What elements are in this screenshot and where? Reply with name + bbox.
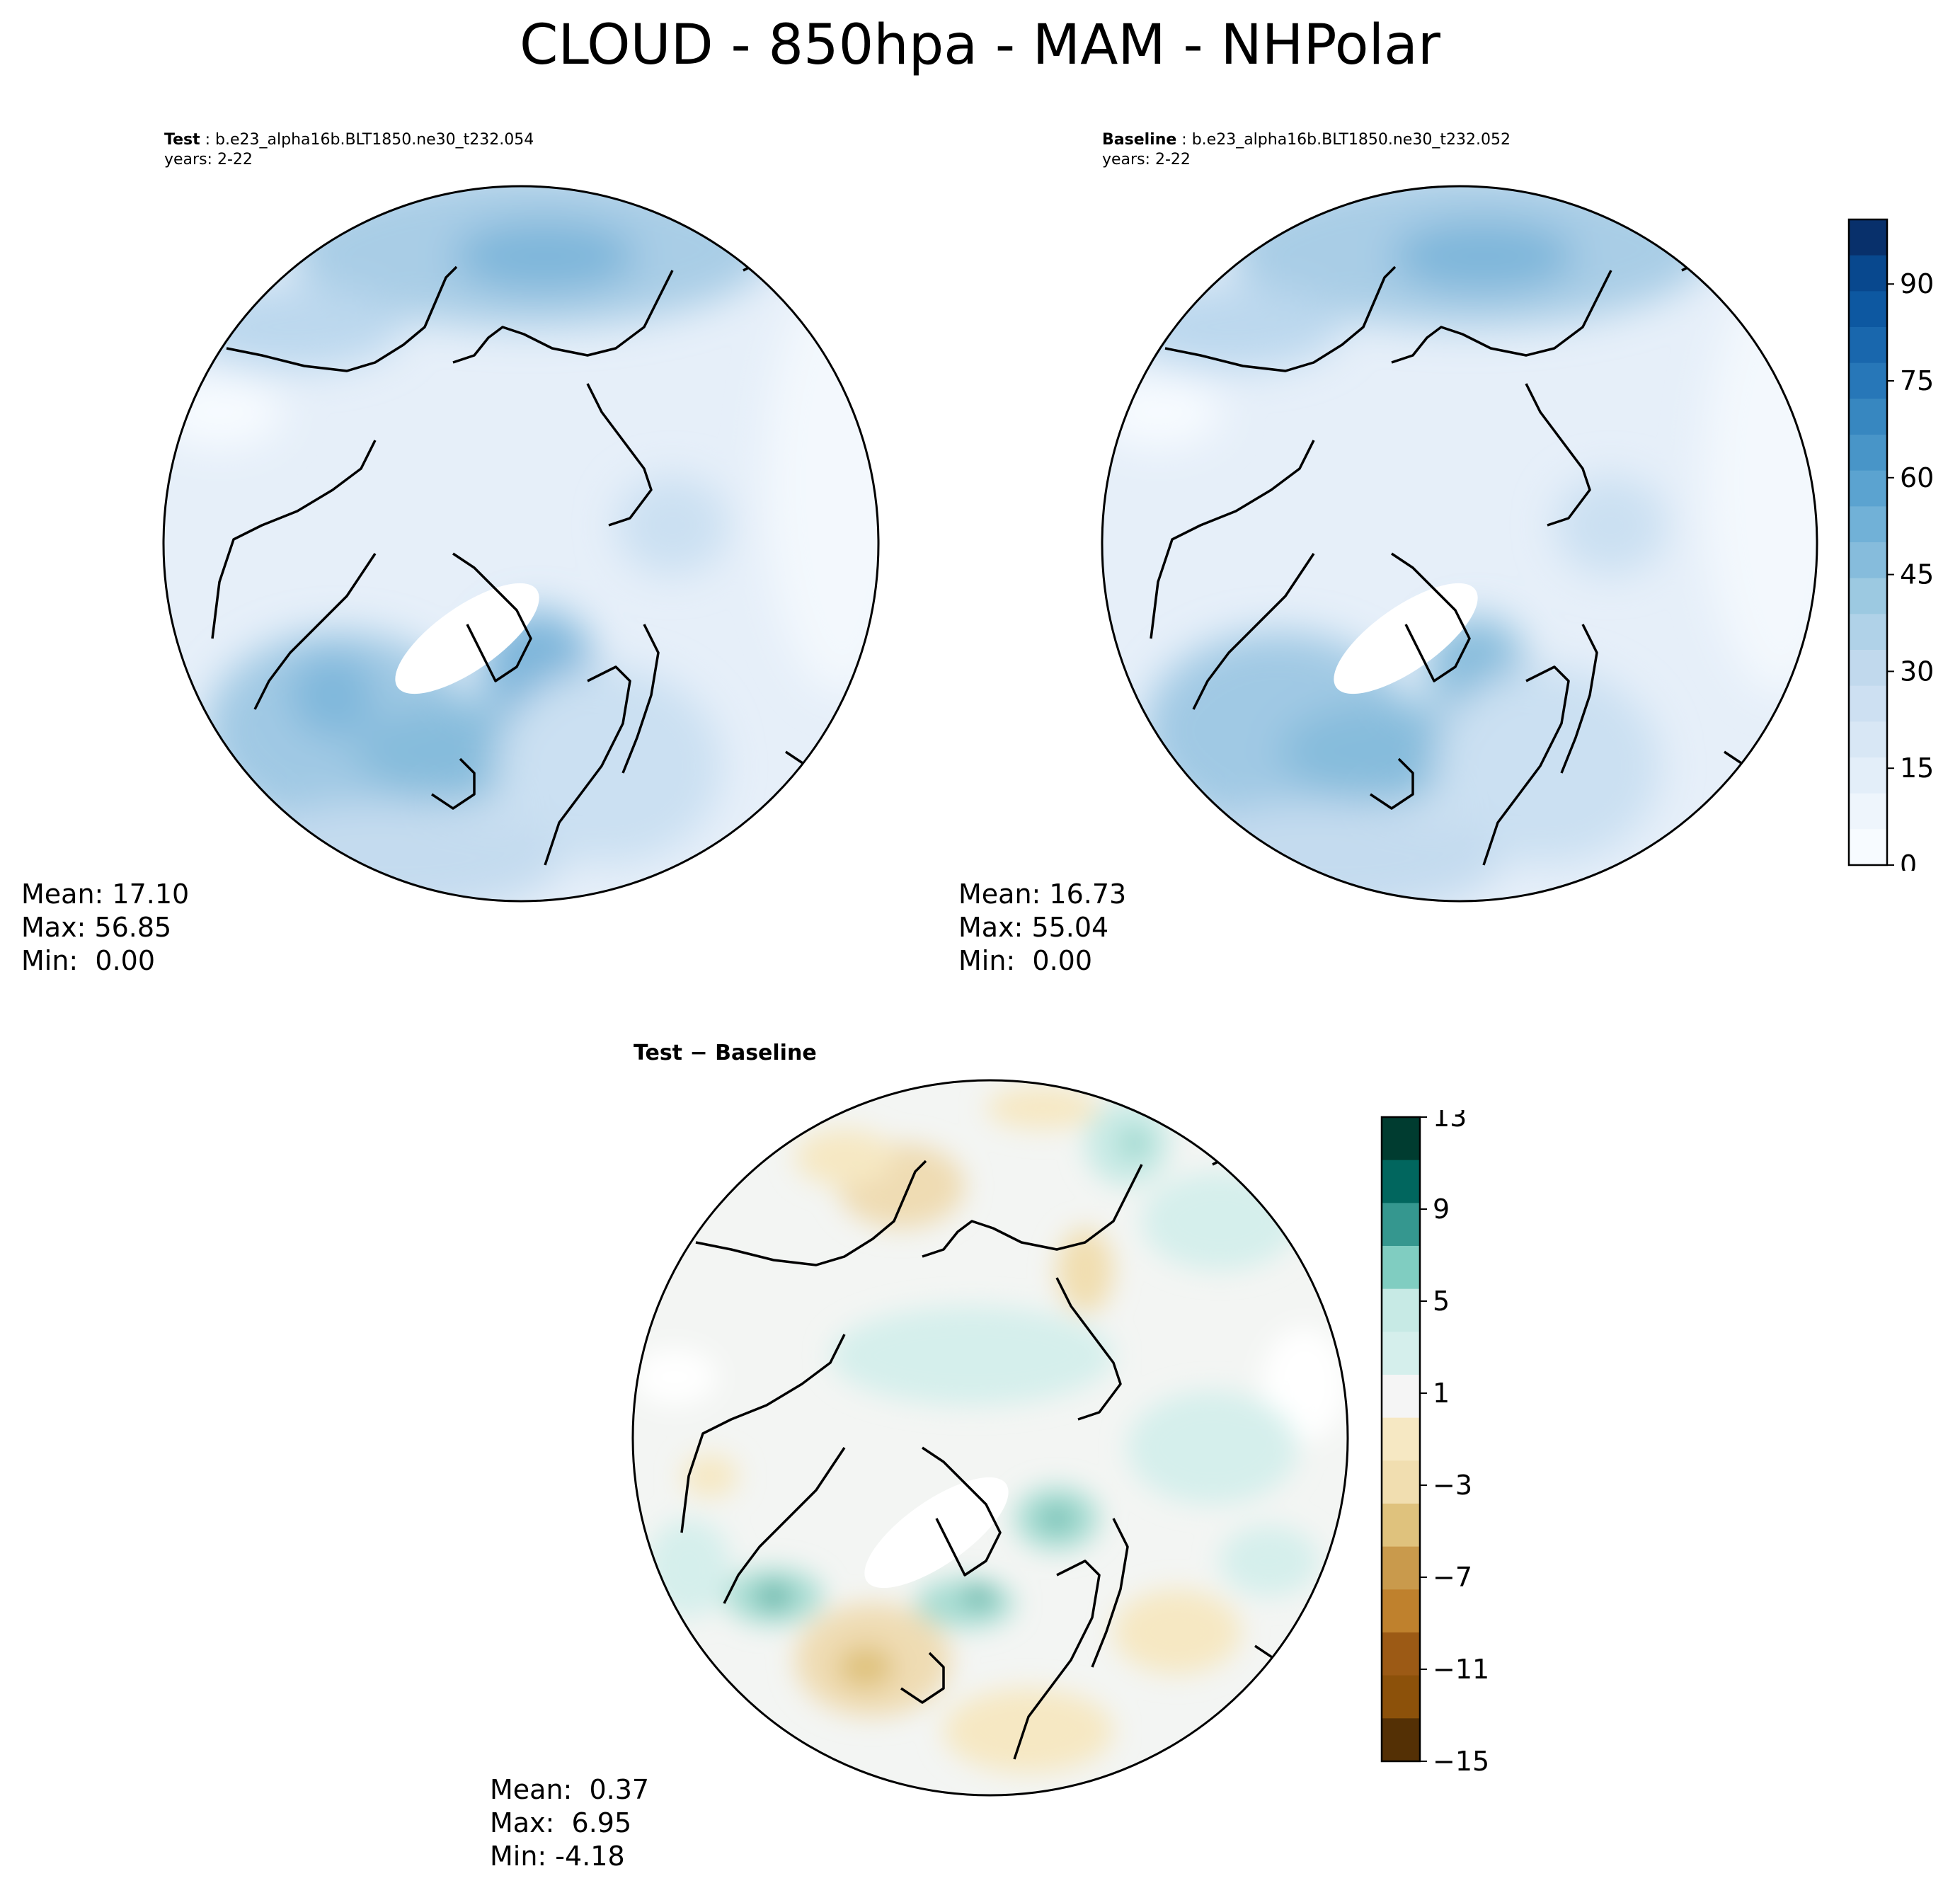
- test-map: [162, 185, 880, 903]
- diff-colorbar-segment: [1382, 1675, 1420, 1719]
- diff-colorbar-segment: [1382, 1246, 1420, 1290]
- diff-colorbar-segment: [1382, 1117, 1420, 1161]
- diff-colorbar-tick-label: −15: [1433, 1746, 1489, 1775]
- diff-colorbar-tick-label: 5: [1433, 1286, 1450, 1317]
- main-colorbar-segment: [1849, 399, 1887, 435]
- diff-colorbar-segment: [1382, 1546, 1420, 1590]
- baseline-map: [1101, 185, 1818, 903]
- diff-colorbar-segment: [1382, 1375, 1420, 1419]
- diff-map: [631, 1079, 1349, 1797]
- diff-colorbar-tick-label: −7: [1433, 1562, 1472, 1593]
- main-colorbar-tick-label: 15: [1900, 753, 1934, 784]
- diff-colorbar-segment: [1382, 1504, 1420, 1547]
- diff-mean: Mean: 0.37: [490, 1774, 650, 1805]
- diff-colorbar-segment: [1382, 1160, 1420, 1203]
- diff-colorbar-tick-label: 1: [1433, 1378, 1450, 1409]
- main-colorbar-segment: [1849, 793, 1887, 830]
- diff-colorbar-segment: [1382, 1460, 1420, 1504]
- main-colorbar-tick-label: 90: [1900, 268, 1934, 299]
- main-colorbar-segment: [1849, 542, 1887, 579]
- main-colorbar-segment: [1849, 685, 1887, 722]
- test-header: Test : b.e23_alpha16b.BLT1850.ne30_t232.…: [164, 131, 534, 168]
- baseline-max: Max: 55.04: [958, 912, 1109, 943]
- main-colorbar-tick-label: 75: [1900, 365, 1934, 396]
- diff-colorbar-segment: [1382, 1288, 1420, 1332]
- main-colorbar-tick-label: 60: [1900, 462, 1934, 493]
- main-colorbar-segment: [1849, 650, 1887, 687]
- test-years: years: 2-22: [164, 151, 253, 168]
- diff-min: Min: -4.18: [490, 1841, 625, 1872]
- main-colorbar-segment: [1849, 614, 1887, 651]
- main-colorbar: 0 15 30 45 60 75 90: [1847, 218, 1934, 871]
- main-colorbar-tick-label: 30: [1900, 656, 1934, 687]
- main-colorbar-segment: [1849, 435, 1887, 471]
- diff-colorbar-segment: [1382, 1203, 1420, 1247]
- test-label: Test: [164, 131, 200, 149]
- main-colorbar-segment: [1849, 362, 1887, 399]
- baseline-stats: Mean: 16.73 Max: 55.04 Min: 0.00: [958, 878, 1126, 978]
- main-colorbar-segment: [1849, 829, 1887, 866]
- main-colorbar-segment: [1849, 757, 1887, 794]
- baseline-mean: Mean: 16.73: [958, 879, 1127, 910]
- baseline-header: Baseline : b.e23_alpha16b.BLT1850.ne30_t…: [1102, 131, 1511, 168]
- test-case-name: b.e23_alpha16b.BLT1850.ne30_t232.054: [215, 131, 534, 149]
- diff-colorbar-tick-label: 9: [1433, 1194, 1450, 1225]
- diff-stats: Mean: 0.37 Max: 6.95 Min: -4.18: [490, 1773, 649, 1873]
- main-colorbar-segment: [1849, 721, 1887, 758]
- main-colorbar-segment: [1849, 219, 1887, 256]
- main-colorbar-segment: [1849, 506, 1887, 543]
- diff-colorbar-segment: [1382, 1632, 1420, 1676]
- diff-title-baseline: Baseline: [715, 1041, 817, 1065]
- diff-colorbar-segment: [1382, 1718, 1420, 1762]
- diff-title-minus: −: [689, 1041, 708, 1065]
- diff-colorbar-segment: [1382, 1417, 1420, 1461]
- diff-colorbar-tick-label: −11: [1433, 1654, 1489, 1685]
- main-colorbar-tick-label: 45: [1900, 559, 1934, 590]
- test-stats: Mean: 17.10 Max: 56.85 Min: 0.00: [21, 878, 189, 978]
- baseline-label: Baseline: [1102, 131, 1177, 149]
- figure-title: CLOUD - 850hpa - MAM - NHPolar: [520, 13, 1440, 77]
- diff-colorbar-tick-label: −3: [1433, 1470, 1472, 1501]
- baseline-case-name: b.e23_alpha16b.BLT1850.ne30_t232.052: [1191, 131, 1511, 149]
- diff-title-test: Test: [634, 1041, 683, 1065]
- main-colorbar-segment: [1849, 327, 1887, 364]
- main-colorbar-tick-label: 0: [1900, 849, 1917, 871]
- main-colorbar-segment: [1849, 255, 1887, 292]
- test-max: Max: 56.85: [21, 912, 172, 943]
- baseline-min: Min: 0.00: [958, 945, 1092, 976]
- diff-colorbar-segment: [1382, 1589, 1420, 1633]
- diff-max: Max: 6.95: [490, 1807, 632, 1838]
- diff-colorbar: 13 9 5 1 −3 −7 −11 −15: [1380, 1110, 1489, 1775]
- main-colorbar-segment: [1849, 578, 1887, 614]
- main-colorbar-segment: [1849, 291, 1887, 328]
- diff-title: Test − Baseline: [634, 1041, 817, 1065]
- diff-colorbar-segment: [1382, 1332, 1420, 1375]
- main-colorbar-segment: [1849, 470, 1887, 507]
- test-mean: Mean: 17.10: [21, 879, 190, 910]
- diff-colorbar-tick-label: 13: [1433, 1110, 1467, 1133]
- test-min: Min: 0.00: [21, 945, 155, 976]
- baseline-years: years: 2-22: [1102, 151, 1191, 168]
